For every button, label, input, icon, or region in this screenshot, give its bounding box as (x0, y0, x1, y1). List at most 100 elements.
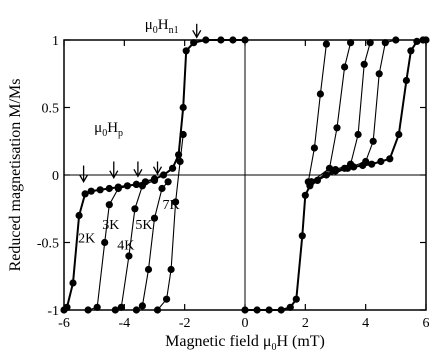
y-tick-label: -0.5 (37, 237, 59, 252)
series-line-7k-return (307, 44, 327, 182)
data-point-3k (132, 180, 140, 188)
data-point-7k-return (304, 178, 312, 186)
data-point-7k (153, 306, 162, 314)
x-axis-title-sub: 0 (271, 342, 276, 353)
label-2k: 2K (78, 232, 95, 247)
data-point-7k-return (316, 90, 324, 98)
data-point-5k (150, 214, 159, 222)
data-point-5k-return (325, 164, 334, 172)
data-point-5k (164, 178, 172, 186)
hp-annotation: μ0Hp (94, 120, 123, 139)
data-point-7k (179, 130, 187, 139)
data-point-2k-return (402, 76, 410, 85)
data-point-5k (144, 265, 153, 274)
x-axis-title-main: Magnetic field μ (165, 333, 271, 350)
data-point-5k-return (333, 124, 341, 132)
data-point-7k-return (322, 40, 330, 48)
x-tick-label: 2 (302, 316, 309, 331)
data-point-3k-return (392, 36, 400, 44)
data-point-2k (87, 187, 95, 195)
data-point-3k-return (381, 39, 389, 47)
data-point-3k (84, 306, 92, 314)
x-tick-label: 6 (423, 316, 430, 331)
data-point-7k (176, 157, 184, 166)
label-5k: 5K (135, 218, 152, 233)
arrow-head (192, 29, 202, 39)
data-point-2k-return (368, 160, 376, 168)
data-point-4k (150, 176, 159, 184)
data-point-7k-return (310, 144, 318, 152)
x-tick-label: 0 (242, 316, 249, 331)
data-point-2k (241, 36, 249, 44)
label-7k: 7K (163, 198, 180, 213)
arrow-head (152, 166, 163, 175)
data-point-2k-return (413, 37, 421, 46)
arrow-head (133, 169, 143, 178)
series-line-4k-return (311, 42, 371, 183)
y-tick-label: 1 (52, 34, 59, 49)
data-point-2k-return (301, 191, 309, 199)
data-point-2k-return (253, 306, 261, 314)
data-point-2k (75, 211, 83, 220)
data-point-3k (93, 303, 101, 311)
data-point-2k-return (298, 232, 306, 240)
data-point-5k-return (341, 63, 349, 71)
data-point-2k-return (265, 306, 273, 314)
data-point-7k (167, 265, 175, 274)
data-point-3k (101, 238, 109, 247)
data-point-2k-return (286, 303, 294, 311)
data-point-2k-return (386, 155, 394, 163)
data-point-4k-return (347, 160, 355, 168)
data-point-2k-return (241, 306, 249, 314)
data-point-2k (217, 36, 225, 44)
data-point-7k (163, 295, 171, 303)
x-tick-label: -4 (118, 316, 130, 331)
arrow-head (79, 174, 89, 184)
data-point-2k (169, 164, 177, 172)
data-point-2k-return (277, 306, 285, 314)
zero-lines (64, 40, 426, 310)
data-point-2k (190, 39, 198, 47)
data-point-2k-return (377, 157, 385, 166)
data-point-2k (63, 303, 71, 311)
data-point-4k-return (366, 39, 374, 47)
data-point-2k-return (422, 36, 430, 44)
data-point-2k (69, 279, 77, 287)
data-point-4k-return (360, 60, 368, 68)
data-point-3k-return (375, 70, 383, 78)
arrow-head (109, 170, 119, 180)
hn1-annotation: μ0Hn1 (145, 17, 179, 36)
data-point-2k (123, 182, 131, 190)
y-tick-label: 0.5 (42, 102, 60, 117)
data-point-3k (114, 184, 122, 193)
data-point-2k (105, 184, 113, 193)
data-point-4k-return (331, 166, 340, 174)
data-point-2k-return (395, 130, 403, 139)
label-3k: 3K (102, 218, 119, 233)
x-tick-label: -2 (179, 316, 191, 331)
tick-label-layer: -6 -4 -2 0 2 4 6 -1 -0.5 0 0.5 1 (37, 34, 430, 331)
y-tick-label: 0 (52, 169, 59, 184)
y-axis-title: Reduced magnetisation M/Ms (7, 79, 24, 272)
data-point-4k (131, 205, 139, 213)
x-tick-label: -6 (58, 316, 70, 331)
data-point-2k (179, 103, 187, 112)
data-point-2k (96, 186, 104, 194)
data-point-2k-return (292, 295, 300, 303)
data-point-3k (105, 201, 113, 209)
y-tick-label: -1 (47, 304, 59, 319)
data-point-3k-return (362, 157, 370, 166)
data-point-2k (159, 171, 168, 179)
data-point-5k (138, 302, 146, 310)
series-layer (60, 36, 430, 314)
data-point-4k (125, 252, 133, 260)
data-point-5k (158, 184, 166, 193)
data-point-4k (111, 306, 119, 314)
data-point-4k-return (354, 130, 362, 139)
data-point-2k (81, 190, 89, 198)
x-axis-title-tail: H (mT) (276, 333, 324, 350)
x-tick-label: 4 (362, 316, 369, 331)
data-point-4k (138, 182, 146, 190)
data-point-7k (172, 198, 180, 206)
